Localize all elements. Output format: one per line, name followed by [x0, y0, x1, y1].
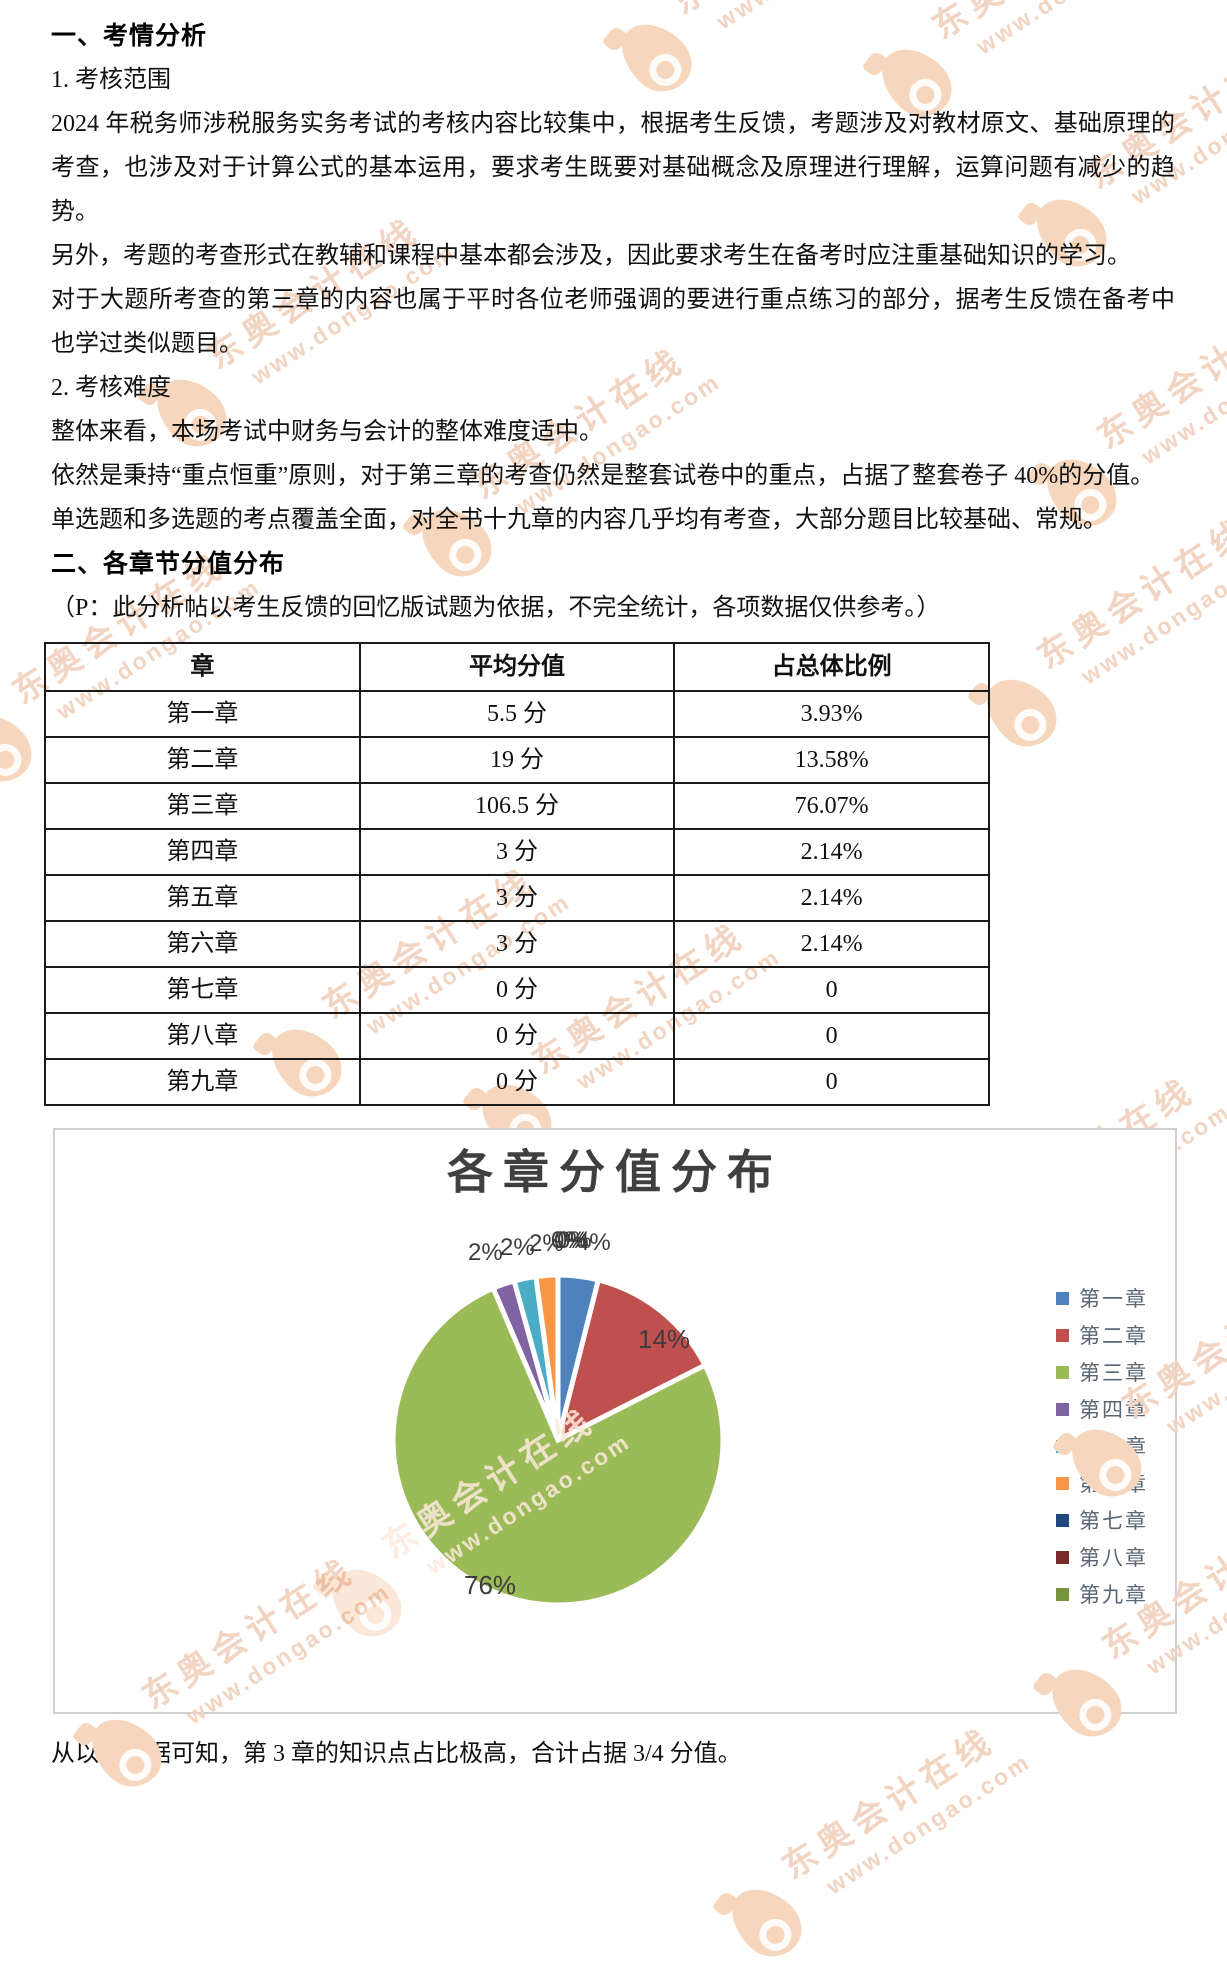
table-row: 第六章 3 分 2.14%: [44, 920, 990, 968]
table-row: 第五章 3 分 2.14%: [44, 874, 990, 922]
table-cell: 第九章: [44, 1058, 361, 1106]
legend-item: 第九章: [1056, 1576, 1148, 1613]
pie-data-label: 2%: [500, 1234, 535, 1261]
legend-item: 第七章: [1056, 1502, 1148, 1539]
table-cell: 2.14%: [673, 874, 990, 922]
legend-label: 第七章: [1079, 1508, 1148, 1533]
col-header-proportion: 占总体比例: [673, 642, 990, 692]
pie-slice: [533, 1272, 561, 1441]
table-cell: 0: [673, 1058, 990, 1106]
col-header-chapter: 章: [44, 642, 361, 692]
table-cell: 3 分: [358, 874, 676, 922]
subsection-1-label: 1. 考核范围: [51, 67, 171, 93]
legend-label: 第三章: [1079, 1360, 1148, 1385]
legend-item: 第四章: [1056, 1391, 1148, 1428]
dongao-logo-icon: [0, 689, 48, 801]
table-cell: 第三章: [44, 782, 361, 830]
table-row: 第三章 106.5 分 76.07%: [44, 782, 990, 830]
dongao-logo-icon: [711, 1864, 818, 1976]
table-cell: 0 分: [358, 1058, 676, 1106]
legend-swatch-icon: [1056, 1588, 1069, 1601]
paragraph-exam-scope-1: 2024 年税务师涉税服务实务考试的考核内容比较集中，根据考生反馈，考题涉及对教…: [51, 111, 1175, 225]
section-heading-1: 一、考情分析: [51, 22, 208, 50]
legend-item: 第三章: [1056, 1354, 1148, 1391]
table-cell: 2.14%: [673, 920, 990, 968]
pie-data-label: 0%: [557, 1227, 592, 1254]
legend-swatch-icon: [1056, 1329, 1069, 1342]
table-cell: 3 分: [358, 828, 676, 876]
legend-swatch-icon: [1056, 1440, 1069, 1453]
table-row: 第二章 19 分 13.58%: [44, 736, 990, 784]
chart-title: 各章分值分布: [447, 1147, 783, 1198]
legend-swatch-icon: [1056, 1477, 1069, 1490]
closing-paragraph: 从以上数据可知，第 3 章的知识点占比极高，合计占据 3/4 分值。: [51, 1741, 742, 1767]
table-cell: 0: [673, 966, 990, 1014]
pie-data-label: 4%: [576, 1229, 611, 1256]
paragraph-difficulty-1: 整体来看，本场考试中财务与会计的整体难度适中。: [51, 419, 603, 445]
legend-label: 第九章: [1079, 1582, 1148, 1607]
table-cell: 第六章: [44, 920, 361, 968]
legend-label: 第二章: [1079, 1323, 1148, 1348]
table-cell: 第四章: [44, 828, 361, 876]
table-cell: 第八章: [44, 1012, 361, 1060]
subsection-2-label: 2. 考核难度: [51, 375, 171, 401]
table-cell: 0: [673, 1012, 990, 1060]
legend-item: 第五章: [1056, 1428, 1148, 1465]
legend-swatch-icon: [1056, 1366, 1069, 1379]
document-content: 一、考情分析 1. 考核范围 2024 年税务师涉税服务实务考试的考核内容比较集…: [44, 14, 1177, 1776]
table-cell: 106.5 分: [358, 782, 676, 830]
table-cell: 0 分: [358, 1012, 676, 1060]
score-distribution-table: 章 平均分值 占总体比例 第一章 5.5 分 3.93% 第二章 19 分 13.58% 第…: [44, 642, 990, 1106]
legend-swatch-icon: [1056, 1292, 1069, 1305]
note-line: （P：此分析帖以考生反馈的回忆版试题为依据，不完全统计，各项数据仅供参考。）: [51, 595, 941, 621]
paragraph-exam-scope-3: 对于大题所考查的第三章的内容也属于平时各位老师强调的要进行重点练习的部分，据考生…: [51, 287, 1175, 357]
table-cell: 第二章: [44, 736, 361, 784]
table-row: 第一章 5.5 分 3.93%: [44, 690, 990, 738]
table-cell: 76.07%: [673, 782, 990, 830]
table-cell: 13.58%: [673, 736, 990, 784]
table-cell: 3.93%: [673, 690, 990, 738]
section-heading-2: 二、各章节分值分布: [51, 550, 286, 578]
legend-swatch-icon: [1056, 1403, 1069, 1416]
legend-item: 第一章: [1056, 1280, 1148, 1317]
pie-slice: [390, 1284, 726, 1608]
pie-chart: [390, 1272, 726, 1608]
legend-item: 第二章: [1056, 1317, 1148, 1354]
pie-slice: [554, 1276, 709, 1445]
pie-data-label: 0%: [551, 1227, 586, 1254]
table-cell: 0 分: [358, 966, 676, 1014]
pie-data-label: 0%: [554, 1227, 589, 1254]
legend-swatch-icon: [1056, 1551, 1069, 1564]
table-cell: 5.5 分: [358, 690, 676, 738]
legend-item: 第六章: [1056, 1465, 1148, 1502]
pie-data-label: 2%: [468, 1239, 503, 1266]
table-cell: 第七章: [44, 966, 361, 1014]
table-cell: 19 分: [358, 736, 676, 784]
legend-label: 第一章: [1079, 1286, 1148, 1311]
paragraph-difficulty-3: 单选题和多选题的考点覆盖全面，对全书十九章的内容几乎均有考查，大部分题目比较基础…: [51, 507, 1107, 533]
table-cell: 2.14%: [673, 828, 990, 876]
legend-item: 第八章: [1056, 1539, 1148, 1576]
pie-data-label: 76%: [464, 1570, 517, 1600]
chart-legend: 第一章第二章第三章第四章 第五章 第六章第七章第八章第九章: [1056, 1280, 1148, 1613]
pie-data-label: 14%: [638, 1324, 691, 1354]
paragraph-difficulty-2: 依然是秉持“重点恒重”原则，对于第三章的考查仍然是整套试卷中的重点，占据了整套卷…: [51, 463, 1155, 489]
paragraph-exam-scope-2: 另外，考题的考查形式在教辅和课程中基本都会涉及，因此要求考生在备考时应注重基础知…: [51, 243, 1131, 269]
legend-label: 第八章: [1079, 1545, 1148, 1570]
pie-chart-frame: 各章分值分布 第一章 第二章 第三章 第四章 第五章 第六章 第七章 第八章 第九章 2% 2% 2…: [53, 1128, 1177, 1714]
table-cell: 3 分: [358, 920, 676, 968]
pie-data-label: 2%: [529, 1230, 564, 1257]
table-cell: 第五章: [44, 874, 361, 922]
legend-swatch-icon: [1056, 1514, 1069, 1527]
col-header-avg-score: 平均分值: [358, 642, 676, 692]
table-row: 第四章 3 分 2.14%: [44, 828, 990, 876]
table-header-row: 章 平均分值 占总体比例: [44, 642, 990, 692]
table-cell: 第一章: [44, 690, 361, 738]
